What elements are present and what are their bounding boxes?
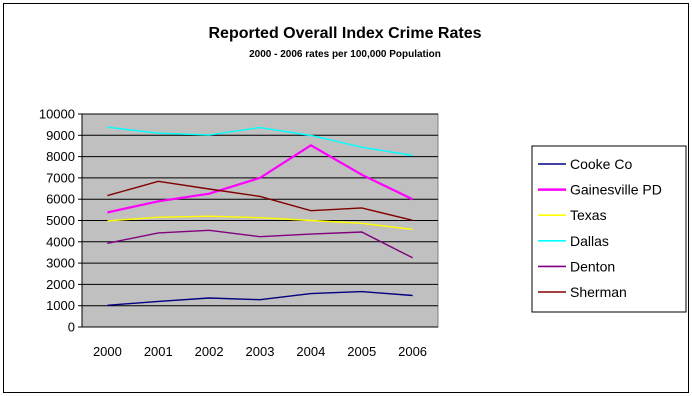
y-tick-label: 10000 (39, 107, 75, 122)
legend-label-gainesville-pd: Gainesville PD (570, 182, 662, 198)
x-tick-label: 2000 (93, 344, 122, 359)
plot-area: 0 1000 2000 3000 4000 5000 6000 7000 8000 9000 100… (39, 107, 439, 359)
y-tick-label: 8000 (46, 149, 75, 164)
legend-label-denton: Denton (570, 258, 615, 274)
legend-label-texas: Texas (570, 207, 607, 223)
y-tick-label: 9000 (46, 128, 75, 143)
y-tick-label: 1000 (46, 298, 75, 313)
legend-label-sherman: Sherman (570, 284, 627, 300)
y-tick-label: 2000 (46, 277, 75, 292)
legend-box (531, 145, 687, 313)
x-tick-label: 2005 (347, 344, 376, 359)
series-line-gainesville-pd (107, 144, 414, 214)
x-tick-label: 2004 (296, 344, 325, 359)
y-tick-label: 5000 (46, 213, 75, 228)
y-tick-label: 3000 (46, 256, 75, 271)
x-tick-label: 2001 (144, 344, 173, 359)
x-tick-label: 2006 (398, 344, 427, 359)
legend: Cooke Co Gainesville PD Texas Dallas Denton S… (531, 145, 687, 313)
x-tick-label: 2003 (246, 344, 275, 359)
series-line-denton (107, 229, 413, 259)
series-line-sherman (107, 180, 413, 221)
series-line-dallas (107, 126, 413, 157)
y-tick-label: 6000 (46, 192, 75, 207)
chart-subtitle: 2000 - 2006 rates per 100,000 Population (249, 49, 441, 60)
legend-label-dallas: Dallas (570, 233, 609, 249)
chart-title: Reported Overall Index Crime Rates (209, 25, 482, 42)
y-tick-label: 7000 (46, 170, 75, 185)
series-line-cooke-co (107, 290, 413, 306)
legend-label-cooke-co: Cooke Co (570, 156, 632, 172)
series-line-texas (107, 215, 413, 231)
y-tick-label: 4000 (46, 234, 75, 249)
y-tick-label: 0 (68, 320, 75, 335)
x-tick-label: 2002 (195, 344, 224, 359)
